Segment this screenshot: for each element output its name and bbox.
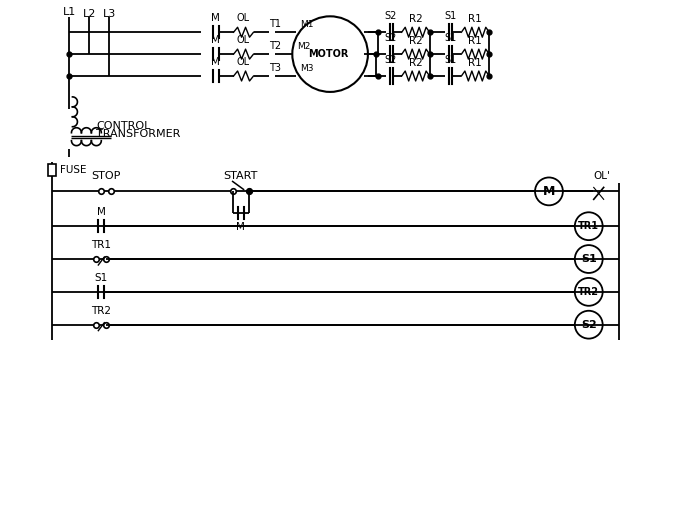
Text: M1: M1 xyxy=(300,20,314,29)
Bar xyxy=(48,164,55,176)
Text: START: START xyxy=(223,172,258,182)
Text: S2: S2 xyxy=(384,55,397,65)
Text: L3: L3 xyxy=(103,10,116,19)
Text: M: M xyxy=(211,35,220,45)
Text: M2: M2 xyxy=(298,42,311,51)
Text: T1: T1 xyxy=(270,19,281,29)
Text: M: M xyxy=(542,185,555,198)
Text: S2: S2 xyxy=(384,33,397,43)
Text: R2: R2 xyxy=(409,14,423,24)
Text: OL: OL xyxy=(237,57,250,67)
Text: MOTOR: MOTOR xyxy=(308,49,349,59)
Text: TRANSFORMER: TRANSFORMER xyxy=(97,129,181,139)
Text: TR1: TR1 xyxy=(91,240,111,250)
Text: S1: S1 xyxy=(94,273,108,283)
Text: S1: S1 xyxy=(444,11,456,21)
Text: TR2: TR2 xyxy=(578,287,599,297)
Text: S2: S2 xyxy=(581,320,596,330)
Text: M: M xyxy=(211,13,220,23)
Text: OL: OL xyxy=(237,13,250,23)
Text: OL: OL xyxy=(237,35,250,45)
Text: M: M xyxy=(236,222,245,232)
Text: L2: L2 xyxy=(83,10,96,19)
Text: M: M xyxy=(97,207,106,217)
Text: FUSE: FUSE xyxy=(60,166,86,176)
Text: R1: R1 xyxy=(468,58,482,68)
Text: M: M xyxy=(211,57,220,67)
Text: S1: S1 xyxy=(444,33,456,43)
Text: TR1: TR1 xyxy=(578,221,599,231)
Text: T3: T3 xyxy=(270,63,281,73)
Text: T2: T2 xyxy=(270,41,281,51)
Text: M3: M3 xyxy=(300,64,314,73)
Text: S1: S1 xyxy=(444,55,456,65)
Text: OL': OL' xyxy=(593,172,610,182)
Text: S2: S2 xyxy=(384,11,397,21)
Text: R1: R1 xyxy=(468,36,482,46)
Text: R2: R2 xyxy=(409,58,423,68)
Text: R2: R2 xyxy=(409,36,423,46)
Text: STOP: STOP xyxy=(92,172,121,182)
Text: L1: L1 xyxy=(63,7,76,18)
Text: S1: S1 xyxy=(581,254,596,264)
Text: TR2: TR2 xyxy=(91,306,111,316)
Text: CONTROL: CONTROL xyxy=(97,121,150,131)
Text: R1: R1 xyxy=(468,14,482,24)
